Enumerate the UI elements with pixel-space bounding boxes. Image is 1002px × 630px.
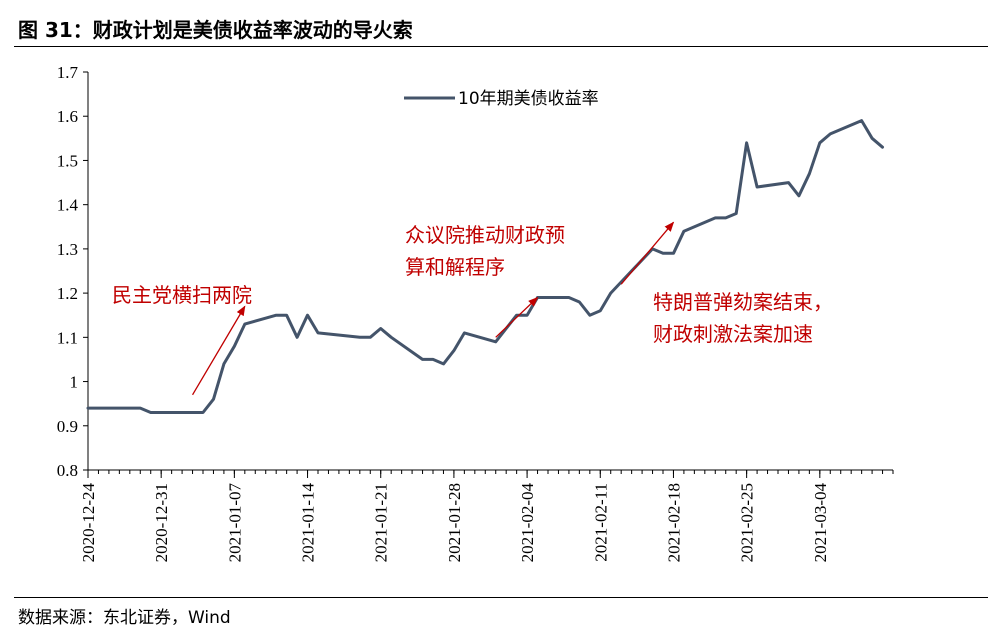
x-tick-label: 2021-03-04: [811, 483, 830, 563]
source-rule: [14, 597, 988, 598]
series-group: [86, 119, 884, 414]
x-tick-label: 2021-02-25: [738, 483, 757, 562]
y-tick-label: 1.7: [57, 63, 79, 82]
annotation-arrow: [620, 221, 675, 285]
legend-label: 10年期美债收益率: [458, 89, 599, 109]
x-tick-label: 2021-01-28: [445, 483, 464, 562]
x-tick-label: 2021-01-14: [299, 483, 318, 563]
annotation-text: 财政刺激法案加速: [653, 322, 813, 346]
chart-title: 图 31：财政计划是美债收益率波动的导火索: [18, 18, 413, 42]
y-tick-label: 1.1: [57, 328, 78, 347]
annotation-text: 算和解程序: [405, 255, 505, 279]
y-tick-label: 1.4: [57, 196, 79, 215]
y-tick-label: 1.3: [57, 240, 78, 259]
annotation-text: 众议院推动财政预: [405, 223, 565, 247]
x-tick-label: 2021-01-07: [225, 483, 244, 563]
annotation-text: 特朗普弹劾案结束，: [653, 290, 833, 314]
x-tick-label: 2021-01-21: [372, 483, 391, 562]
annotation-text: 民主党横扫两院: [112, 283, 252, 307]
annotation-arrow: [495, 296, 539, 338]
series-line: [86, 119, 884, 414]
y-tick-label: 1.2: [57, 284, 78, 303]
source-note: 数据来源：东北证券，Wind: [18, 608, 231, 628]
y-tick-label: 0.9: [57, 417, 78, 436]
x-tick-label: 2021-02-18: [664, 483, 683, 562]
y-tick-label: 1.5: [57, 151, 78, 170]
annotation-arrow: [191, 305, 246, 396]
y-tick-label: 1: [70, 373, 79, 392]
y-tick-label: 0.8: [57, 461, 78, 480]
x-tick-label: 2020-12-24: [79, 483, 98, 563]
axes: 0.8 0.9 1 1.1 1.2 1.3 1.4 1.5 1.6 1.7 2020-12-24 20…: [57, 63, 894, 563]
y-tick-label: 1.6: [57, 107, 78, 126]
x-tick-label: 2021-02-04: [518, 483, 537, 563]
x-tick-label: 2021-02-11: [591, 483, 610, 562]
title-rule: [14, 46, 988, 47]
x-tick-label: 2020-12-31: [152, 483, 171, 562]
legend: 10年期美债收益率: [404, 89, 599, 109]
